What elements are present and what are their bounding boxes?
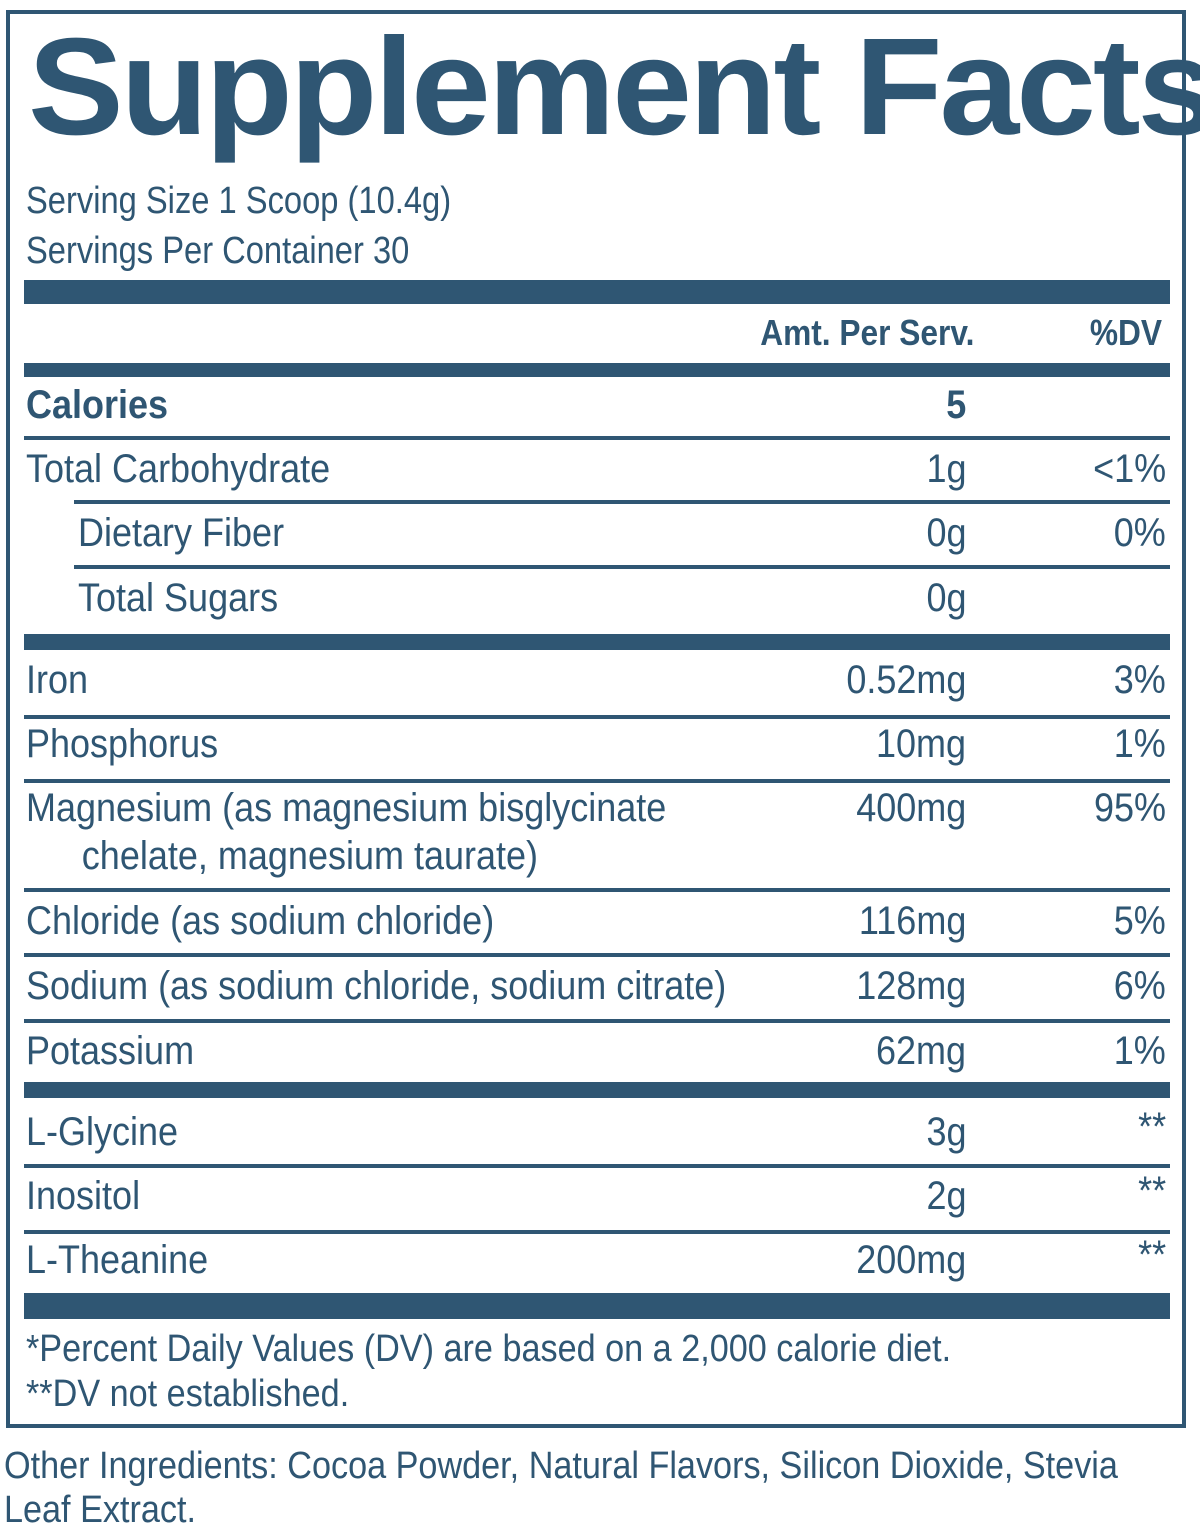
nutrient-name: Phosphorus [26, 722, 219, 766]
nutrient-name: Potassium [26, 1029, 195, 1073]
panel-title: Supplement Facts [28, 10, 1200, 164]
thick-divider [24, 1293, 1170, 1319]
nutrient-dv: 5% [1113, 899, 1166, 943]
row-divider [24, 888, 1170, 892]
other-ingredients: Other Ingredients: Cocoa Powder, Natural… [4, 1445, 1118, 1531]
nutrient-amount: 1g [925, 447, 966, 491]
nutrient-amount: 0g [925, 511, 966, 555]
ingredient-dv: ** [1137, 1169, 1166, 1213]
row-divider [24, 1164, 1170, 1168]
nutrient-amount: 0g [925, 576, 966, 620]
supplement-facts-panel [6, 10, 1186, 1428]
nutrient-amount: 116mg [858, 899, 966, 943]
row-divider [24, 715, 1170, 719]
nutrient-dv: 95% [1093, 786, 1166, 830]
ingredient-amount: 200mg [855, 1238, 966, 1282]
nutrient-name: Dietary Fiber [78, 511, 285, 555]
nutrient-amount: 0.52mg [845, 658, 966, 702]
row-divider [24, 436, 1170, 440]
nutrient-dv: 3% [1113, 658, 1166, 702]
ingredient-dv: ** [1137, 1105, 1166, 1149]
footnote-dv-not-established: **DV not established. [26, 1373, 350, 1415]
dv-column-header: %DV [1089, 312, 1162, 353]
medium-divider [24, 634, 1170, 650]
ingredient-amount: 2g [925, 1174, 966, 1218]
medium-divider [24, 1082, 1170, 1098]
thick-divider [24, 280, 1170, 304]
ingredient-name: L-Glycine [26, 1110, 179, 1154]
ingredient-dv: ** [1137, 1233, 1166, 1277]
nutrient-name: Chloride (as sodium chloride) [26, 899, 495, 943]
nutrient-name-line1: Magnesium (as magnesium bisglycinate [26, 786, 667, 830]
ingredient-name: Inositol [26, 1174, 141, 1218]
row-divider [24, 1230, 1170, 1234]
row-divider [24, 1019, 1170, 1023]
medium-divider [24, 363, 1170, 377]
nutrient-amount: 10mg [875, 722, 966, 766]
footnote-dv-basis: *Percent Daily Values (DV) are based on … [26, 1328, 952, 1370]
ingredient-amount: 3g [925, 1110, 966, 1154]
nutrient-dv: 1% [1113, 722, 1166, 766]
nutrient-dv: 1% [1113, 1029, 1166, 1073]
nutrient-name: Total Sugars [78, 576, 279, 620]
ingredient-name: L-Theanine [26, 1238, 209, 1282]
nutrient-dv: <1% [1092, 447, 1166, 491]
nutrient-name: Total Carbohydrate [26, 447, 331, 491]
serving-size: Serving Size 1 Scoop (10.4g) [26, 180, 452, 222]
nutrient-name-line2: chelate, magnesium taurate) [81, 834, 539, 878]
nutrient-name: Iron [26, 658, 89, 702]
servings-per-container: Servings Per Container 30 [26, 230, 410, 272]
row-divider [74, 500, 1170, 504]
row-divider [24, 779, 1170, 783]
nutrient-name: Magnesium (as magnesium bisglycinate che… [26, 784, 666, 880]
nutrient-dv: 0% [1113, 511, 1166, 555]
row-divider [74, 565, 1170, 569]
calories-label: Calories [26, 383, 169, 427]
row-divider [24, 953, 1170, 957]
nutrient-name: Sodium (as sodium chloride, sodium citra… [26, 964, 727, 1008]
nutrient-dv: 6% [1113, 964, 1166, 1008]
nutrient-amount: 400mg [855, 786, 966, 830]
nutrient-amount: 128mg [855, 964, 966, 1008]
nutrient-amount: 62mg [875, 1029, 966, 1073]
amount-column-header: Amt. Per Serv. [759, 312, 974, 353]
calories-amount: 5 [945, 383, 966, 427]
